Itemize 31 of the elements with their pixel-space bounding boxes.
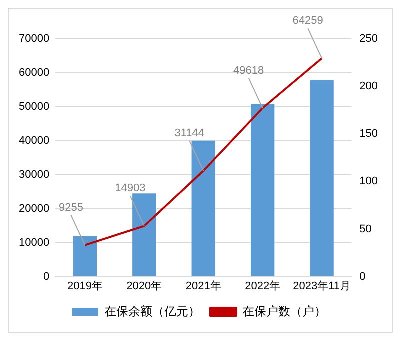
- x-tick-label: 2023年11月: [293, 280, 351, 292]
- data-label: 64259: [292, 15, 324, 28]
- y-tick-label: 70000: [18, 33, 50, 46]
- legend-label: 在保余额（亿元）: [104, 304, 200, 318]
- y2-tick-label: 50: [360, 223, 372, 236]
- bar: [73, 236, 98, 276]
- x-tick-label: 2021年: [186, 280, 222, 292]
- x-tick-label: 2019年: [67, 280, 103, 292]
- y-tick-label: 0: [43, 270, 50, 283]
- bar: [310, 80, 334, 276]
- y2-tick-label: 0: [360, 270, 366, 283]
- y-tick-label: 20000: [18, 202, 50, 215]
- y-tick-label: 30000: [18, 168, 50, 181]
- data-label: 14903: [115, 182, 146, 195]
- bar: [250, 104, 275, 276]
- y2-tick-label: 150: [360, 128, 378, 140]
- x-tick-label: 2020年: [126, 280, 162, 292]
- x-tick-label: 2022年: [245, 280, 281, 292]
- data-label: 9255: [58, 202, 84, 214]
- y-tick-label: 40000: [18, 134, 50, 147]
- bar: [132, 194, 156, 276]
- legend-label: 在保户数（户）: [242, 304, 326, 318]
- y-tick-label: 50000: [18, 100, 50, 113]
- data-label: 31144: [174, 128, 205, 140]
- y2-tick-label: 100: [360, 176, 378, 188]
- bar: [192, 140, 216, 276]
- data-label: 49618: [234, 64, 264, 77]
- y2-tick-label: 250: [360, 33, 378, 46]
- y-tick-label: 10000: [18, 236, 50, 249]
- y-tick-label: 60000: [18, 67, 50, 80]
- y2-tick-label: 200: [360, 80, 378, 93]
